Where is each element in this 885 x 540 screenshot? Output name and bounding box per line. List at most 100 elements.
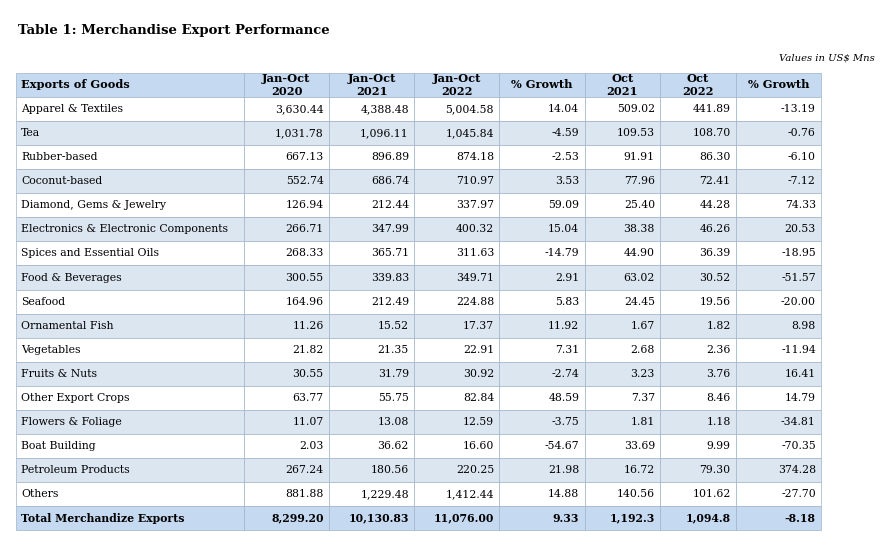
Text: 220.25: 220.25 [456, 465, 494, 475]
Text: 300.55: 300.55 [286, 273, 324, 282]
Text: 2.68: 2.68 [630, 345, 655, 355]
Text: 44.90: 44.90 [624, 248, 655, 259]
Text: -3.75: -3.75 [551, 417, 579, 427]
Text: 140.56: 140.56 [617, 489, 655, 499]
Text: 686.74: 686.74 [371, 176, 409, 186]
Text: Food & Beverages: Food & Beverages [21, 273, 122, 282]
Text: 15.52: 15.52 [378, 321, 409, 330]
Text: 1,192.3: 1,192.3 [610, 513, 655, 524]
Text: % Growth: % Growth [512, 79, 573, 90]
Text: 2.36: 2.36 [706, 345, 731, 355]
Text: 7.37: 7.37 [631, 393, 655, 403]
Text: 8,299.20: 8,299.20 [271, 513, 324, 524]
Text: 7.31: 7.31 [555, 345, 579, 355]
Text: 77.96: 77.96 [624, 176, 655, 186]
Text: Jan-Oct
2020: Jan-Oct 2020 [262, 73, 311, 97]
Text: 3.53: 3.53 [555, 176, 579, 186]
Text: 44.28: 44.28 [699, 200, 731, 210]
Text: 21.35: 21.35 [378, 345, 409, 355]
Text: 24.45: 24.45 [624, 296, 655, 307]
Text: 109.53: 109.53 [617, 128, 655, 138]
Text: 266.71: 266.71 [286, 225, 324, 234]
Text: 1,229.48: 1,229.48 [360, 489, 409, 499]
Text: 14.79: 14.79 [785, 393, 816, 403]
Text: 4,388.48: 4,388.48 [360, 104, 409, 114]
Text: 108.70: 108.70 [692, 128, 731, 138]
Text: 63.02: 63.02 [624, 273, 655, 282]
Text: Others: Others [21, 489, 58, 499]
Text: 10,130.83: 10,130.83 [349, 513, 409, 524]
Text: 667.13: 667.13 [286, 152, 324, 162]
Text: Spices and Essential Oils: Spices and Essential Oils [21, 248, 159, 259]
Text: 3.23: 3.23 [630, 369, 655, 379]
Text: Jan-Oct
2022: Jan-Oct 2022 [433, 73, 481, 97]
Text: 164.96: 164.96 [286, 296, 324, 307]
Text: -11.94: -11.94 [781, 345, 816, 355]
Text: 14.88: 14.88 [548, 489, 579, 499]
Text: 212.44: 212.44 [371, 200, 409, 210]
Text: 3,630.44: 3,630.44 [275, 104, 324, 114]
Text: 349.71: 349.71 [456, 273, 494, 282]
Text: 3.76: 3.76 [706, 369, 731, 379]
Text: -8.18: -8.18 [785, 513, 816, 524]
Text: 59.09: 59.09 [548, 200, 579, 210]
Text: 101.62: 101.62 [692, 489, 731, 499]
Text: 896.89: 896.89 [371, 152, 409, 162]
Text: 21.82: 21.82 [292, 345, 324, 355]
Text: 552.74: 552.74 [286, 176, 324, 186]
Text: 11.07: 11.07 [292, 417, 324, 427]
Text: 48.59: 48.59 [548, 393, 579, 403]
Text: -51.57: -51.57 [781, 273, 816, 282]
Text: -4.59: -4.59 [551, 128, 579, 138]
Text: 374.28: 374.28 [778, 465, 816, 475]
Text: -20.00: -20.00 [781, 296, 816, 307]
Text: 12.59: 12.59 [463, 417, 494, 427]
Text: 86.30: 86.30 [699, 152, 731, 162]
Text: 1,045.84: 1,045.84 [445, 128, 494, 138]
Text: 15.04: 15.04 [548, 225, 579, 234]
Text: -13.19: -13.19 [781, 104, 816, 114]
Text: 17.37: 17.37 [463, 321, 494, 330]
Text: 9.99: 9.99 [706, 441, 731, 451]
Text: 30.92: 30.92 [463, 369, 494, 379]
Text: 1.18: 1.18 [706, 417, 731, 427]
Text: 347.99: 347.99 [371, 225, 409, 234]
Text: % Growth: % Growth [748, 79, 809, 90]
Text: 36.39: 36.39 [699, 248, 731, 259]
Text: 5,004.58: 5,004.58 [445, 104, 494, 114]
Text: 8.98: 8.98 [791, 321, 816, 330]
Text: 441.89: 441.89 [693, 104, 731, 114]
Text: 13.08: 13.08 [378, 417, 409, 427]
Text: -0.76: -0.76 [788, 128, 816, 138]
Text: 365.71: 365.71 [371, 248, 409, 259]
Text: 30.55: 30.55 [293, 369, 324, 379]
Text: 180.56: 180.56 [371, 465, 409, 475]
Text: 38.38: 38.38 [624, 225, 655, 234]
Text: 19.56: 19.56 [699, 296, 731, 307]
Text: 21.98: 21.98 [548, 465, 579, 475]
Text: 22.91: 22.91 [463, 345, 494, 355]
Text: 5.83: 5.83 [555, 296, 579, 307]
Text: 16.72: 16.72 [624, 465, 655, 475]
Text: 509.02: 509.02 [617, 104, 655, 114]
Text: Total Merchandize Exports: Total Merchandize Exports [21, 513, 185, 524]
Text: 91.91: 91.91 [624, 152, 655, 162]
Text: Seafood: Seafood [21, 296, 65, 307]
Text: -7.12: -7.12 [788, 176, 816, 186]
Text: 79.30: 79.30 [699, 465, 731, 475]
Text: Ornamental Fish: Ornamental Fish [21, 321, 114, 330]
Text: Flowers & Foliage: Flowers & Foliage [21, 417, 122, 427]
Text: Values in US$ Mns: Values in US$ Mns [779, 54, 874, 63]
Text: 11,076.00: 11,076.00 [434, 513, 494, 524]
Text: 337.97: 337.97 [456, 200, 494, 210]
Text: 1,031.78: 1,031.78 [275, 128, 324, 138]
Text: 1.67: 1.67 [631, 321, 655, 330]
Text: -14.79: -14.79 [544, 248, 579, 259]
Text: Fruits & Nuts: Fruits & Nuts [21, 369, 97, 379]
Text: 36.62: 36.62 [378, 441, 409, 451]
Text: -18.95: -18.95 [781, 248, 816, 259]
Text: 14.04: 14.04 [548, 104, 579, 114]
Text: Table 1: Merchandise Export Performance: Table 1: Merchandise Export Performance [18, 24, 329, 37]
Text: 1,096.11: 1,096.11 [360, 128, 409, 138]
Text: Coconut-based: Coconut-based [21, 176, 103, 186]
